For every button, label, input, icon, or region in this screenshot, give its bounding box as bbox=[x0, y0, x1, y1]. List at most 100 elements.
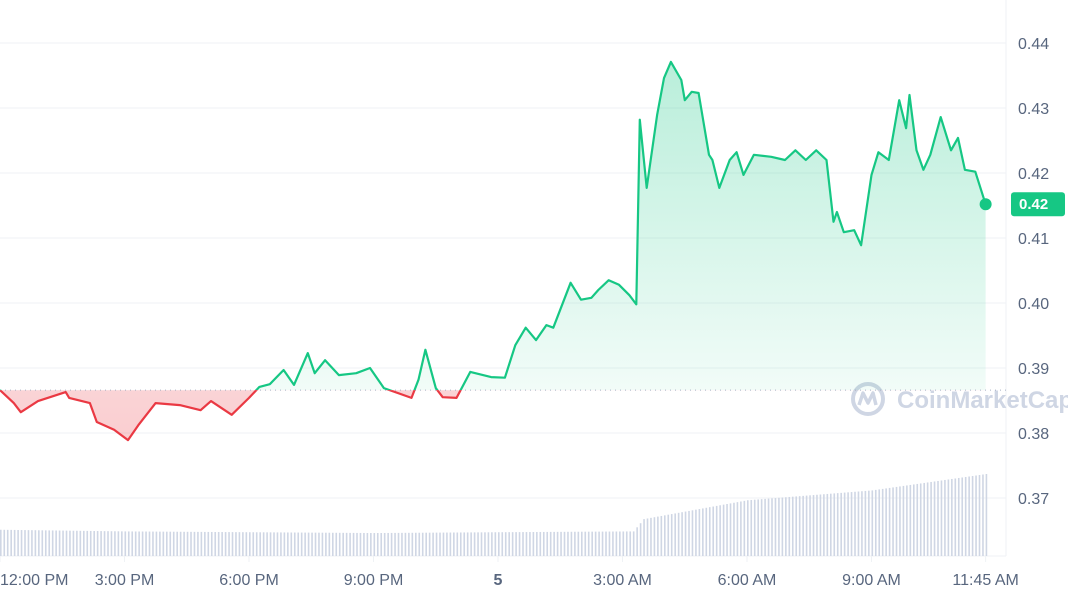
volume-bar bbox=[885, 488, 887, 556]
volume-bar bbox=[238, 532, 241, 556]
volume-bar bbox=[546, 531, 549, 556]
volume-bar bbox=[228, 532, 230, 556]
volume-bar bbox=[259, 532, 261, 556]
volume-bar bbox=[892, 487, 894, 556]
volume-bar bbox=[581, 531, 583, 556]
volume-bar bbox=[940, 480, 943, 556]
volume-bar bbox=[276, 532, 279, 556]
volume-bar bbox=[850, 492, 853, 556]
volume-bar bbox=[816, 494, 818, 556]
volume-bar bbox=[729, 503, 732, 556]
volume-bar bbox=[214, 531, 217, 556]
volume-bar bbox=[702, 508, 704, 556]
volume-bar bbox=[798, 496, 801, 556]
volume-bar bbox=[470, 532, 472, 556]
volume-bar bbox=[58, 530, 61, 556]
volume-bar bbox=[539, 531, 542, 556]
volume-bar bbox=[553, 531, 555, 556]
y-tick-label: 0.37 bbox=[1018, 491, 1049, 508]
volume-bar bbox=[221, 532, 223, 556]
volume-bar bbox=[695, 509, 697, 556]
volume-bar bbox=[515, 532, 517, 556]
volume-bar bbox=[788, 496, 791, 556]
volume-bar bbox=[650, 517, 652, 556]
volume-bar bbox=[843, 492, 846, 556]
volume-bar bbox=[785, 497, 787, 556]
volume-bar bbox=[356, 532, 358, 556]
volume-bar bbox=[373, 533, 376, 556]
volume-bar bbox=[148, 531, 151, 556]
volume-bar bbox=[152, 531, 154, 556]
volume-bar bbox=[691, 510, 694, 556]
volume-bar bbox=[86, 530, 89, 556]
volume-bar bbox=[722, 504, 725, 556]
volume-bar bbox=[861, 491, 863, 556]
volume-bar bbox=[712, 506, 715, 556]
volume-bar bbox=[425, 532, 427, 556]
volume-bar bbox=[795, 496, 798, 556]
volume-bar bbox=[304, 532, 306, 556]
volume-bar bbox=[404, 532, 407, 556]
volume-bar bbox=[76, 530, 78, 556]
x-tick-label: 3:00 PM bbox=[95, 572, 155, 589]
volume-bar bbox=[508, 532, 510, 556]
volume-bar bbox=[878, 489, 881, 556]
volume-bar bbox=[487, 532, 490, 556]
volume-bar bbox=[20, 530, 23, 556]
volume-bar bbox=[366, 532, 369, 556]
volume-bar bbox=[681, 512, 683, 556]
volume-bar bbox=[0, 529, 2, 556]
volume-bar bbox=[176, 531, 178, 556]
volume-bar bbox=[778, 497, 780, 556]
volume-bar bbox=[968, 476, 970, 556]
volume-bar bbox=[708, 507, 711, 556]
volume-bar bbox=[961, 477, 964, 556]
volume-bar bbox=[411, 532, 414, 556]
current-price-marker: 0.42 bbox=[979, 192, 1065, 217]
volume-bar bbox=[871, 490, 874, 556]
volume-bar bbox=[857, 491, 860, 556]
volume-bar bbox=[556, 531, 559, 556]
volume-bar bbox=[345, 532, 348, 556]
volume-bar bbox=[622, 531, 625, 556]
volume-bar bbox=[325, 532, 327, 556]
x-tick-label: 9:00 AM bbox=[842, 572, 901, 589]
volume-bar bbox=[760, 499, 763, 556]
x-tick-label: 6:00 PM bbox=[219, 572, 279, 589]
volume-bar bbox=[501, 532, 504, 556]
volume-bar bbox=[985, 474, 988, 556]
volume-bar bbox=[300, 532, 303, 556]
volume-bar bbox=[480, 532, 483, 556]
volume-bar bbox=[297, 532, 300, 556]
volume-bar bbox=[283, 532, 286, 556]
volume-bar bbox=[864, 490, 867, 556]
y-tick-label: 0.41 bbox=[1018, 231, 1049, 248]
volume-bar bbox=[141, 531, 144, 556]
volume-bar bbox=[65, 530, 68, 556]
current-price-badge bbox=[1011, 192, 1065, 217]
volume-bars bbox=[0, 474, 988, 556]
x-tick-label: 9:00 PM bbox=[344, 572, 404, 589]
volume-bar bbox=[584, 531, 587, 556]
y-tick-label: 0.40 bbox=[1018, 296, 1049, 313]
volume-bar bbox=[632, 531, 635, 556]
volume-bar bbox=[670, 514, 673, 556]
x-axis: 12:00 PM 3:00 PM 6:00 PM 9:00 PM 5 3:00 AM 6:0… bbox=[0, 556, 1019, 589]
price-line-up bbox=[0, 60, 987, 391]
volume-bar bbox=[459, 532, 462, 556]
volume-bar bbox=[684, 511, 687, 556]
volume-bar bbox=[473, 532, 476, 556]
volume-bar bbox=[249, 532, 251, 556]
volume-bar bbox=[653, 517, 656, 556]
price-line bbox=[0, 60, 987, 442]
volume-bar bbox=[338, 532, 341, 556]
volume-bar bbox=[6, 529, 9, 556]
volume-bar bbox=[335, 532, 338, 556]
volume-bar bbox=[418, 532, 421, 556]
volume-bar bbox=[134, 531, 137, 556]
volume-bar bbox=[518, 532, 521, 556]
volume-bar bbox=[646, 518, 649, 556]
volume-bar bbox=[231, 532, 234, 556]
volume-bar bbox=[3, 529, 6, 556]
volume-bar bbox=[812, 495, 815, 556]
